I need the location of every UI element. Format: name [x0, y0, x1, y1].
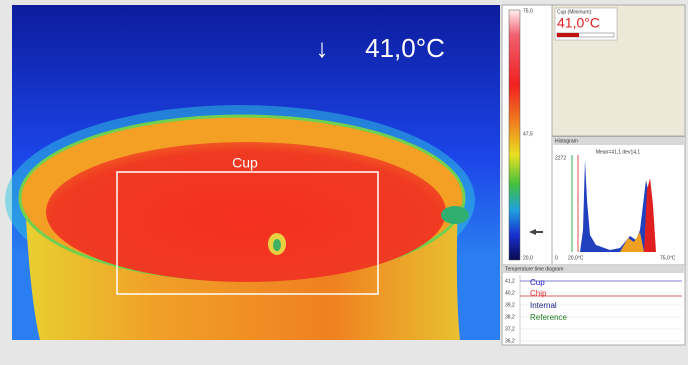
- y-tick-label: 41,2: [505, 278, 515, 284]
- histogram-panel: Histogram Mean=41,1 dev14,1 2272 0 20,0°…: [552, 137, 685, 265]
- scale-tick: 75,0: [523, 8, 533, 14]
- histogram-ymin: 0: [555, 255, 558, 261]
- histogram-xmax: 75,0°C: [660, 255, 676, 261]
- cup-panel: Cup (Minimum): 41,0°C: [552, 5, 685, 136]
- histogram-xmin: 20,0°C: [568, 255, 584, 261]
- legend-entry: Internal: [530, 301, 557, 310]
- y-tick-label: 36,2: [505, 338, 515, 344]
- arrow: ↓: [316, 33, 329, 63]
- y-tick-label: 40,2: [505, 290, 515, 296]
- y-tick-label: 37,2: [505, 326, 515, 332]
- reading: 41,0°C: [365, 33, 445, 63]
- roi-label: Cup: [232, 155, 258, 171]
- y-tick-label: 39,2: [505, 302, 515, 308]
- scale-tick: 47,5: [523, 131, 533, 137]
- y-tick-label: 38,2: [505, 314, 515, 320]
- scale-tick: 20,0: [523, 255, 533, 261]
- histogram-stats: Mean=41,1 dev14,1: [596, 149, 641, 155]
- legend-entry: Cup: [530, 278, 545, 287]
- histogram-ymax: 2272: [555, 155, 566, 161]
- legend-entry: Reference: [530, 313, 567, 322]
- thermal-image: Cup ↓ 41,0°C: [5, 5, 500, 340]
- panel-title: Histogram: [555, 138, 578, 144]
- legend-entry: Chip: [530, 289, 547, 298]
- time-diagram-panel: Temperature time diagram 41,2 40,2 39,2 38,…: [502, 265, 685, 345]
- color-scale: 75,0 47,5 20,0: [502, 5, 552, 265]
- panel-title: Temperature time diagram: [505, 266, 563, 272]
- panel-value: 41,0°C: [557, 15, 600, 31]
- screenshot: Cup ↓ 41,0°C 75,0 47,5 20,0 Cup (Minimum…: [0, 0, 688, 365]
